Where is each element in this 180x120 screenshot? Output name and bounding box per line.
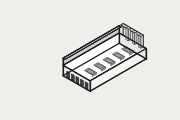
Polygon shape [80, 79, 83, 87]
Polygon shape [63, 26, 121, 59]
Polygon shape [126, 28, 128, 41]
Polygon shape [139, 35, 141, 48]
Polygon shape [63, 33, 146, 81]
Polygon shape [71, 74, 74, 81]
Polygon shape [63, 26, 119, 65]
Polygon shape [92, 73, 96, 77]
Polygon shape [132, 30, 137, 33]
Polygon shape [132, 32, 134, 45]
Polygon shape [86, 69, 95, 74]
Polygon shape [76, 76, 79, 84]
Polygon shape [103, 57, 115, 64]
Polygon shape [111, 62, 115, 66]
Polygon shape [63, 26, 121, 59]
Polygon shape [126, 27, 131, 29]
Polygon shape [90, 48, 146, 91]
Polygon shape [85, 82, 88, 89]
Polygon shape [123, 48, 132, 52]
Polygon shape [84, 68, 96, 75]
Polygon shape [67, 71, 70, 79]
Polygon shape [114, 53, 123, 58]
Polygon shape [139, 34, 143, 37]
Polygon shape [102, 67, 106, 71]
Polygon shape [123, 24, 143, 47]
Polygon shape [141, 35, 143, 48]
Polygon shape [128, 28, 131, 41]
Polygon shape [94, 63, 106, 70]
Polygon shape [105, 58, 113, 63]
Polygon shape [122, 47, 134, 54]
Polygon shape [119, 33, 146, 59]
Polygon shape [96, 64, 104, 69]
Polygon shape [63, 65, 90, 91]
Polygon shape [120, 56, 124, 60]
Polygon shape [112, 52, 124, 59]
Polygon shape [129, 51, 134, 55]
Polygon shape [134, 32, 137, 45]
Polygon shape [121, 24, 143, 37]
